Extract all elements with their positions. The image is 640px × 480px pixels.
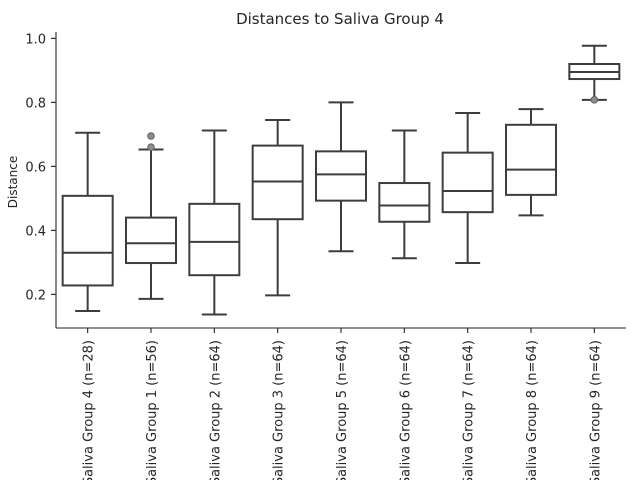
x-tick-label: Saliva Group 9 (n=64) (588, 340, 603, 480)
box-group-8 (505, 108, 557, 217)
x-tick-label: Saliva Group 5 (n=64) (335, 340, 350, 480)
iqr-box (61, 194, 114, 287)
y-tick-label: 0.8 (25, 96, 46, 111)
iqr-box (505, 123, 557, 196)
box-group-6 (378, 129, 431, 260)
box-group-2 (125, 132, 177, 300)
iqr-box (315, 150, 367, 202)
chart-title: Distances to Saliva Group 4 (236, 10, 444, 28)
box-group-5 (315, 101, 367, 253)
iqr-box (188, 202, 241, 277)
x-tick-label: Saliva Group 1 (n=56) (145, 340, 160, 480)
x-tick-label: Saliva Group 2 (n=64) (208, 340, 223, 480)
box-group-7 (441, 111, 494, 265)
outlier-point (147, 132, 155, 140)
box-group-4 (251, 119, 304, 297)
box-group-3 (188, 129, 241, 316)
x-tick-label: Saliva Group 4 (n=28) (82, 340, 97, 480)
y-tick-label: 0.4 (25, 224, 46, 239)
y-tick-label: 0.6 (25, 160, 46, 175)
box-group-9 (568, 44, 621, 104)
iqr-box (441, 151, 494, 214)
y-tick-label: 0.2 (25, 288, 46, 303)
outlier-point (590, 96, 599, 104)
x-tick-label: Saliva Group 8 (n=64) (525, 340, 540, 480)
plot-area: 0.2 0.4 0.6 0.8 1.0 Saliva Group 4 (n=28) Sali… (25, 32, 621, 480)
outlier-point (147, 143, 155, 151)
x-tick-label: Saliva Group 7 (n=64) (462, 340, 477, 480)
x-tick-label: Saliva Group 6 (n=64) (398, 340, 413, 480)
iqr-box (125, 216, 177, 265)
y-tick-label: 1.0 (25, 32, 46, 47)
iqr-box (378, 182, 431, 223)
box-group-1 (61, 131, 114, 313)
y-axis-label: Distance (6, 156, 20, 208)
x-tick-label: Saliva Group 3 (n=64) (272, 340, 287, 480)
